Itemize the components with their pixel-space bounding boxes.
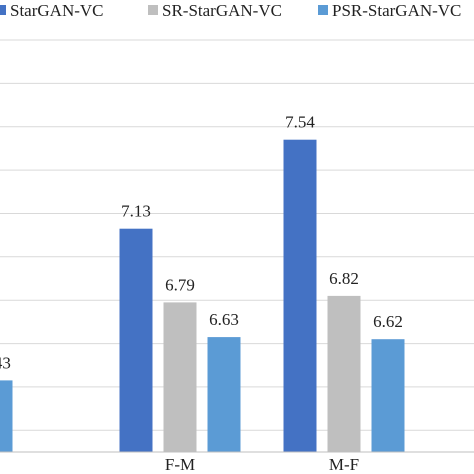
legend-label: StarGAN-VC (10, 1, 104, 20)
legend-label: SR-StarGAN-VC (162, 1, 282, 20)
legend-swatch (148, 5, 158, 15)
data-label: 6.62 (373, 312, 403, 331)
gridlines (0, 39, 474, 431)
bar-psr-stargan-vc-m-f (371, 339, 405, 452)
legend: StarGAN-VC SR-StarGAN-VC PSR-StarGAN-VC (0, 1, 461, 20)
data-label: 6.79 (165, 275, 195, 294)
data-label: 6.43 (0, 353, 11, 372)
bar-sr-stargan-vc-f-m (163, 302, 197, 452)
data-label: 7.13 (121, 202, 151, 221)
x-tick-label: M-F (329, 455, 359, 474)
x-tick-label: F-M (165, 455, 195, 474)
data-label: 7.54 (285, 113, 315, 132)
data-label: 6.63 (209, 310, 239, 329)
bars (0, 139, 405, 452)
bar-psr-stargan-vc-f-m (207, 337, 241, 452)
data-labels: 7.13 7.54 6.79 6.82 6.43 6.63 6.62 (0, 113, 403, 373)
legend-swatch (318, 5, 328, 15)
data-label: 6.82 (329, 269, 359, 288)
legend-swatch (0, 5, 6, 15)
bar-stargan-vc-f-m (119, 228, 153, 452)
bar-stargan-vc-m-f (283, 139, 317, 452)
bar-sr-stargan-vc-m-f (327, 295, 361, 452)
legend-label: PSR-StarGAN-VC (332, 1, 461, 20)
bar-psr-stargan-vc-partial (0, 380, 13, 452)
x-tick-labels: F-M M-F (165, 455, 359, 474)
